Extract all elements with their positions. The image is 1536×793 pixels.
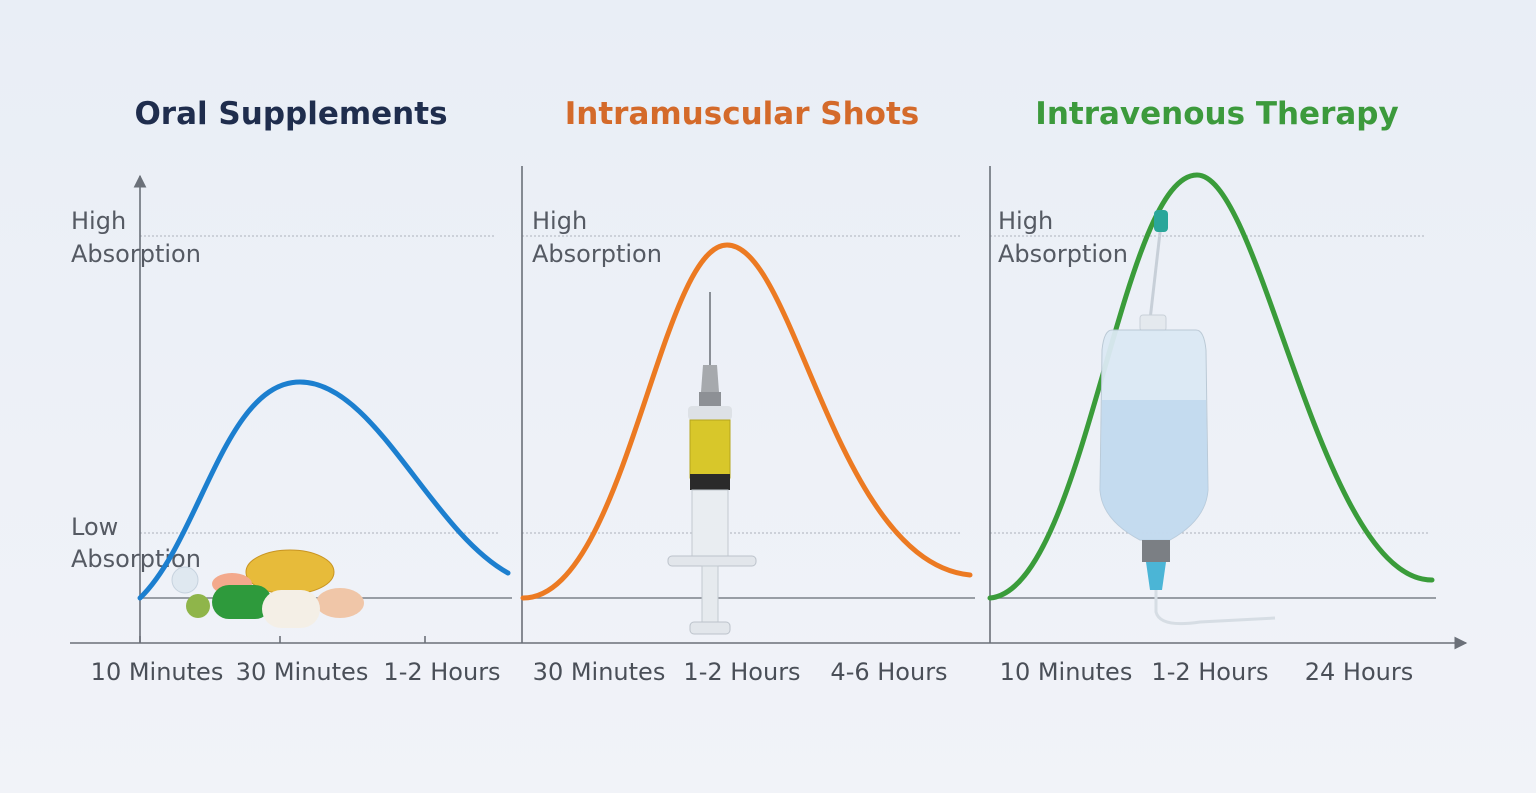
x-label: 30 Minutes bbox=[533, 658, 666, 686]
pills-icon bbox=[171, 549, 364, 628]
x-label: 4-6 Hours bbox=[830, 658, 947, 686]
x-label: 1-2 Hours bbox=[683, 658, 800, 686]
y-label: Absorption bbox=[998, 240, 1128, 268]
y-label: High bbox=[532, 207, 587, 235]
x-label: 30 Minutes bbox=[236, 658, 369, 686]
x-label: 24 Hours bbox=[1305, 658, 1413, 686]
iv-bag-icon bbox=[1099, 210, 1276, 626]
x-label: 1-2 Hours bbox=[383, 658, 500, 686]
syringe-icon bbox=[667, 292, 757, 635]
panel-title: Intravenous Therapy bbox=[1035, 96, 1398, 132]
y-label: High bbox=[998, 207, 1053, 235]
absorption-curve bbox=[987, 172, 1435, 601]
panel-title: Intramuscular Shots bbox=[565, 96, 920, 132]
y-label: Absorption bbox=[532, 240, 662, 268]
x-label: 10 Minutes bbox=[1000, 658, 1133, 686]
y-label: Absorption bbox=[71, 240, 201, 268]
panel-title: Oral Supplements bbox=[134, 96, 447, 132]
absorption-curve bbox=[520, 242, 973, 601]
y-label: High bbox=[71, 207, 126, 235]
x-label: 1-2 Hours bbox=[1151, 658, 1268, 686]
x-label: 10 Minutes bbox=[91, 658, 224, 686]
absorption-curve bbox=[137, 379, 511, 601]
y-label: Low bbox=[71, 513, 118, 541]
